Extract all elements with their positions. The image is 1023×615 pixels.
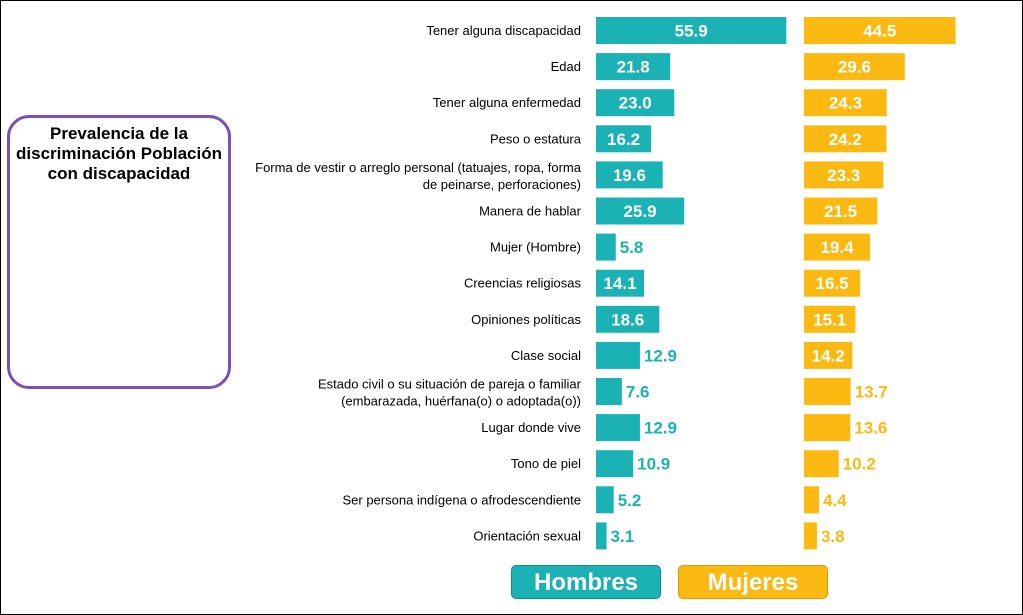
- hombres-bar: [596, 269, 645, 297]
- hombres-data-label: 23.0: [619, 94, 652, 113]
- mujeres-bar: [804, 53, 905, 81]
- hombres-data-label: 19.6: [613, 166, 646, 185]
- category-label: Tener alguna enfermedad: [433, 95, 581, 110]
- category-label: (embarazada, huérfana(o) o adoptada(o)): [341, 394, 581, 409]
- hombres-bar: [596, 161, 663, 189]
- mujeres-bar: [804, 414, 851, 442]
- hombres-data-label: 55.9: [675, 22, 708, 41]
- hombres-bar: [596, 89, 675, 117]
- category-label: Orientación sexual: [473, 528, 581, 543]
- category-label: Tener alguna discapacidad: [426, 23, 581, 38]
- hombres-bar: [596, 233, 616, 261]
- hombres-data-label: 3.1: [611, 527, 635, 546]
- category-label: Lugar donde vive: [481, 420, 581, 435]
- mujeres-data-label: 44.5: [863, 22, 896, 41]
- category-label: Mujer (Hombre): [490, 240, 581, 255]
- hombres-data-label: 16.2: [607, 130, 640, 149]
- hombres-bar: [596, 125, 652, 153]
- mujeres-data-label: 13.6: [854, 419, 887, 438]
- hombres-bar: [596, 17, 787, 44]
- category-label: Forma de vestir o arreglo personal (tatu…: [255, 160, 582, 175]
- mujeres-bar: [804, 233, 871, 261]
- mujeres-bar: [804, 486, 819, 514]
- hombres-data-label: 25.9: [624, 202, 657, 221]
- mujeres-data-label: 15.1: [813, 310, 846, 329]
- legend-mujeres: Mujeres: [678, 565, 828, 599]
- mujeres-data-label: 21.5: [824, 202, 857, 221]
- hombres-bar: [596, 522, 607, 550]
- mujeres-data-label: 24.2: [829, 130, 862, 149]
- mujeres-bar: [804, 161, 884, 189]
- hombres-bar: [596, 305, 660, 333]
- hombres-data-label: 5.2: [618, 491, 642, 510]
- legend-hombres: Hombres: [511, 565, 661, 599]
- mujeres-data-label: 4.4: [823, 491, 847, 510]
- hombres-bar: [596, 197, 685, 225]
- mujeres-bar: [804, 89, 887, 117]
- mujeres-bar: [804, 17, 956, 44]
- mujeres-bar: [804, 378, 851, 405]
- hombres-data-label: 18.6: [611, 310, 644, 329]
- mujeres-bar: [804, 522, 817, 550]
- mujeres-data-label: 3.8: [821, 527, 845, 546]
- category-label: Tono de piel: [511, 456, 581, 471]
- mujeres-data-label: 13.7: [855, 383, 888, 402]
- category-label: de peinarse, perforaciones): [423, 177, 581, 192]
- prevalence-title: Prevalencia de la discriminación Poblaci…: [16, 124, 222, 183]
- hombres-bar: [596, 450, 634, 478]
- hombres-data-label: 12.9: [644, 419, 677, 438]
- mujeres-data-label: 23.3: [827, 166, 860, 185]
- category-label: Peso o estatura: [490, 131, 582, 146]
- mujeres-bar: [804, 269, 861, 297]
- category-label: Estado civil o su situación de pareja o …: [318, 377, 582, 392]
- prevalence-panel: Prevalencia de la discriminación Poblaci…: [7, 115, 231, 389]
- hombres-bar: [596, 378, 622, 405]
- category-label: Creencias religiosas: [464, 276, 582, 291]
- mujeres-data-label: 29.6: [838, 58, 871, 77]
- hombres-data-label: 10.9: [637, 455, 670, 474]
- mujeres-data-label: 14.2: [812, 346, 845, 365]
- hombres-bar: [596, 414, 640, 442]
- mujeres-data-label: 16.5: [816, 274, 849, 293]
- mujeres-bar: [804, 197, 878, 225]
- hombres-bar: [596, 53, 671, 81]
- category-label: Opiniones políticas: [471, 312, 581, 327]
- mujeres-bar: [804, 341, 853, 369]
- category-label: Ser persona indígena o afrodescendiente: [342, 492, 581, 507]
- hombres-bar: [596, 486, 614, 514]
- category-label: Edad: [551, 59, 581, 74]
- mujeres-bar: [804, 125, 887, 153]
- category-label: Manera de hablar: [479, 204, 582, 219]
- hombres-bar: [596, 341, 640, 369]
- category-label: Clase social: [511, 348, 581, 363]
- mujeres-data-label: 19.4: [820, 238, 854, 257]
- mujeres-bar: [804, 305, 856, 333]
- mujeres-data-label: 10.2: [843, 455, 876, 474]
- hombres-data-label: 5.8: [620, 238, 644, 257]
- hombres-data-label: 14.1: [603, 274, 636, 293]
- mujeres-data-label: 24.3: [829, 94, 862, 113]
- hombres-data-label: 21.8: [617, 58, 650, 77]
- hombres-data-label: 12.9: [644, 346, 677, 365]
- hombres-data-label: 7.6: [626, 383, 650, 402]
- mujeres-bar: [804, 450, 839, 478]
